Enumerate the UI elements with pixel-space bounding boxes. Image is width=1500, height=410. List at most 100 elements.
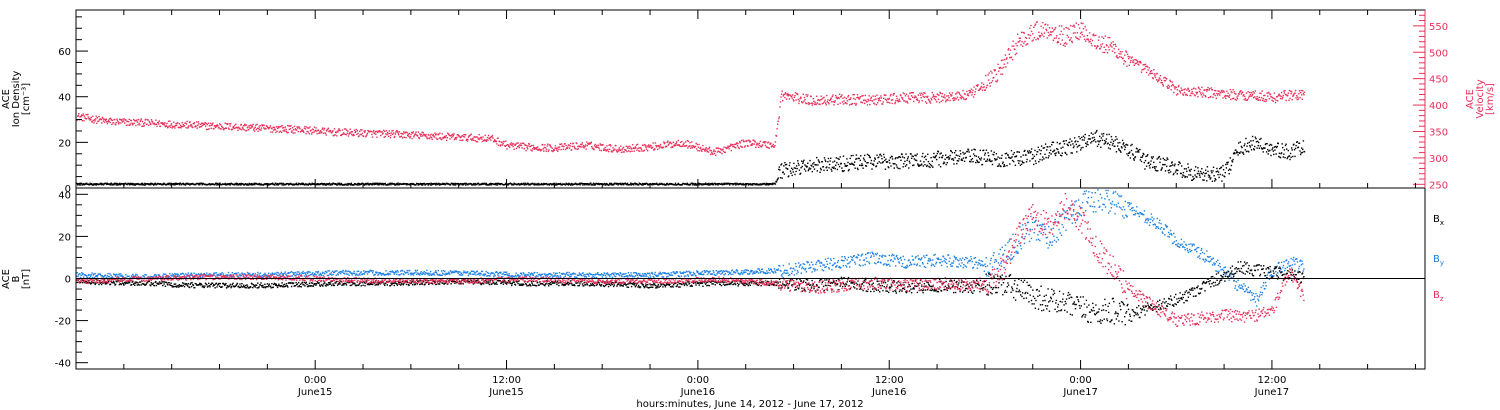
data-point xyxy=(462,135,465,138)
data-point xyxy=(768,141,770,143)
data-point xyxy=(696,143,698,146)
data-point xyxy=(200,125,202,128)
data-point xyxy=(957,99,960,101)
data-point xyxy=(681,140,683,143)
data-point xyxy=(1131,153,1134,155)
data-point xyxy=(573,146,576,149)
data-point xyxy=(1219,167,1221,170)
data-point xyxy=(396,184,399,186)
data-point xyxy=(659,145,661,147)
data-point xyxy=(244,184,246,186)
data-point xyxy=(987,79,990,81)
data-point xyxy=(927,153,929,155)
data-point xyxy=(1192,175,1194,178)
data-point xyxy=(787,95,789,97)
data-point xyxy=(1252,90,1254,93)
data-point xyxy=(341,134,343,136)
data-point xyxy=(811,170,813,173)
data-point xyxy=(308,271,310,273)
data-point xyxy=(1021,160,1023,162)
data-point xyxy=(895,99,897,102)
data-point xyxy=(1038,161,1040,163)
data-point xyxy=(1020,44,1022,46)
data-point xyxy=(329,130,332,132)
data-point xyxy=(516,146,519,148)
data-point xyxy=(109,121,111,124)
data-point xyxy=(1034,160,1037,162)
data-point xyxy=(470,138,472,140)
data-point xyxy=(842,170,844,173)
data-point xyxy=(445,272,447,274)
data-point xyxy=(1229,88,1231,91)
data-point xyxy=(711,182,714,185)
data-point xyxy=(960,153,962,155)
data-point xyxy=(782,95,784,97)
data-point xyxy=(713,149,715,151)
data-point xyxy=(802,161,804,163)
data-point xyxy=(1168,87,1170,89)
data-point xyxy=(885,99,888,101)
data-point xyxy=(297,183,299,186)
data-point xyxy=(294,274,296,276)
data-point xyxy=(1253,92,1255,94)
data-point xyxy=(242,127,244,130)
data-point xyxy=(846,158,848,160)
data-point xyxy=(1004,54,1007,56)
data-point xyxy=(804,99,806,101)
data-point xyxy=(786,94,788,96)
data-point xyxy=(1115,45,1117,47)
data-point xyxy=(447,271,450,273)
data-point xyxy=(917,163,919,165)
data-point xyxy=(536,148,538,151)
data-point xyxy=(939,166,942,168)
data-point xyxy=(1217,90,1219,92)
data-point xyxy=(1041,159,1043,161)
data-point xyxy=(832,167,835,169)
data-point xyxy=(356,183,359,185)
data-point xyxy=(189,184,191,186)
data-point xyxy=(198,184,200,186)
data-point xyxy=(1253,96,1255,99)
data-point xyxy=(1263,100,1265,102)
data-point xyxy=(874,157,876,159)
data-point xyxy=(1100,46,1103,48)
data-point xyxy=(1149,167,1151,169)
data-point xyxy=(944,158,946,160)
data-point xyxy=(623,151,625,153)
data-point xyxy=(120,183,122,186)
data-point xyxy=(933,97,936,100)
data-point xyxy=(1205,88,1207,91)
data-point xyxy=(890,165,892,167)
data-point xyxy=(104,274,107,276)
data-point xyxy=(1005,157,1007,159)
data-point xyxy=(530,144,533,147)
data-point xyxy=(464,182,466,184)
data-point xyxy=(96,276,98,278)
data-point xyxy=(1052,141,1055,143)
data-point xyxy=(846,103,848,105)
data-point xyxy=(128,118,130,121)
data-point xyxy=(1077,24,1080,26)
data-point xyxy=(108,118,111,120)
data-point xyxy=(510,183,513,185)
data-point xyxy=(133,122,135,124)
data-point xyxy=(1108,49,1110,51)
data-point xyxy=(430,136,433,139)
data-point xyxy=(832,101,835,103)
data-point xyxy=(1076,146,1079,148)
data-point xyxy=(1287,149,1289,152)
data-point xyxy=(842,155,845,157)
data-point xyxy=(963,98,965,101)
data-point xyxy=(455,138,457,140)
data-point xyxy=(600,149,602,152)
data-point xyxy=(582,184,584,186)
data-point xyxy=(638,150,640,152)
data-point xyxy=(1287,94,1289,97)
data-point xyxy=(570,184,572,186)
data-point xyxy=(1260,147,1263,149)
data-point xyxy=(609,144,611,146)
data-point xyxy=(363,273,366,275)
data-point xyxy=(111,276,114,278)
data-point xyxy=(1001,154,1003,157)
data-point xyxy=(1047,146,1049,148)
